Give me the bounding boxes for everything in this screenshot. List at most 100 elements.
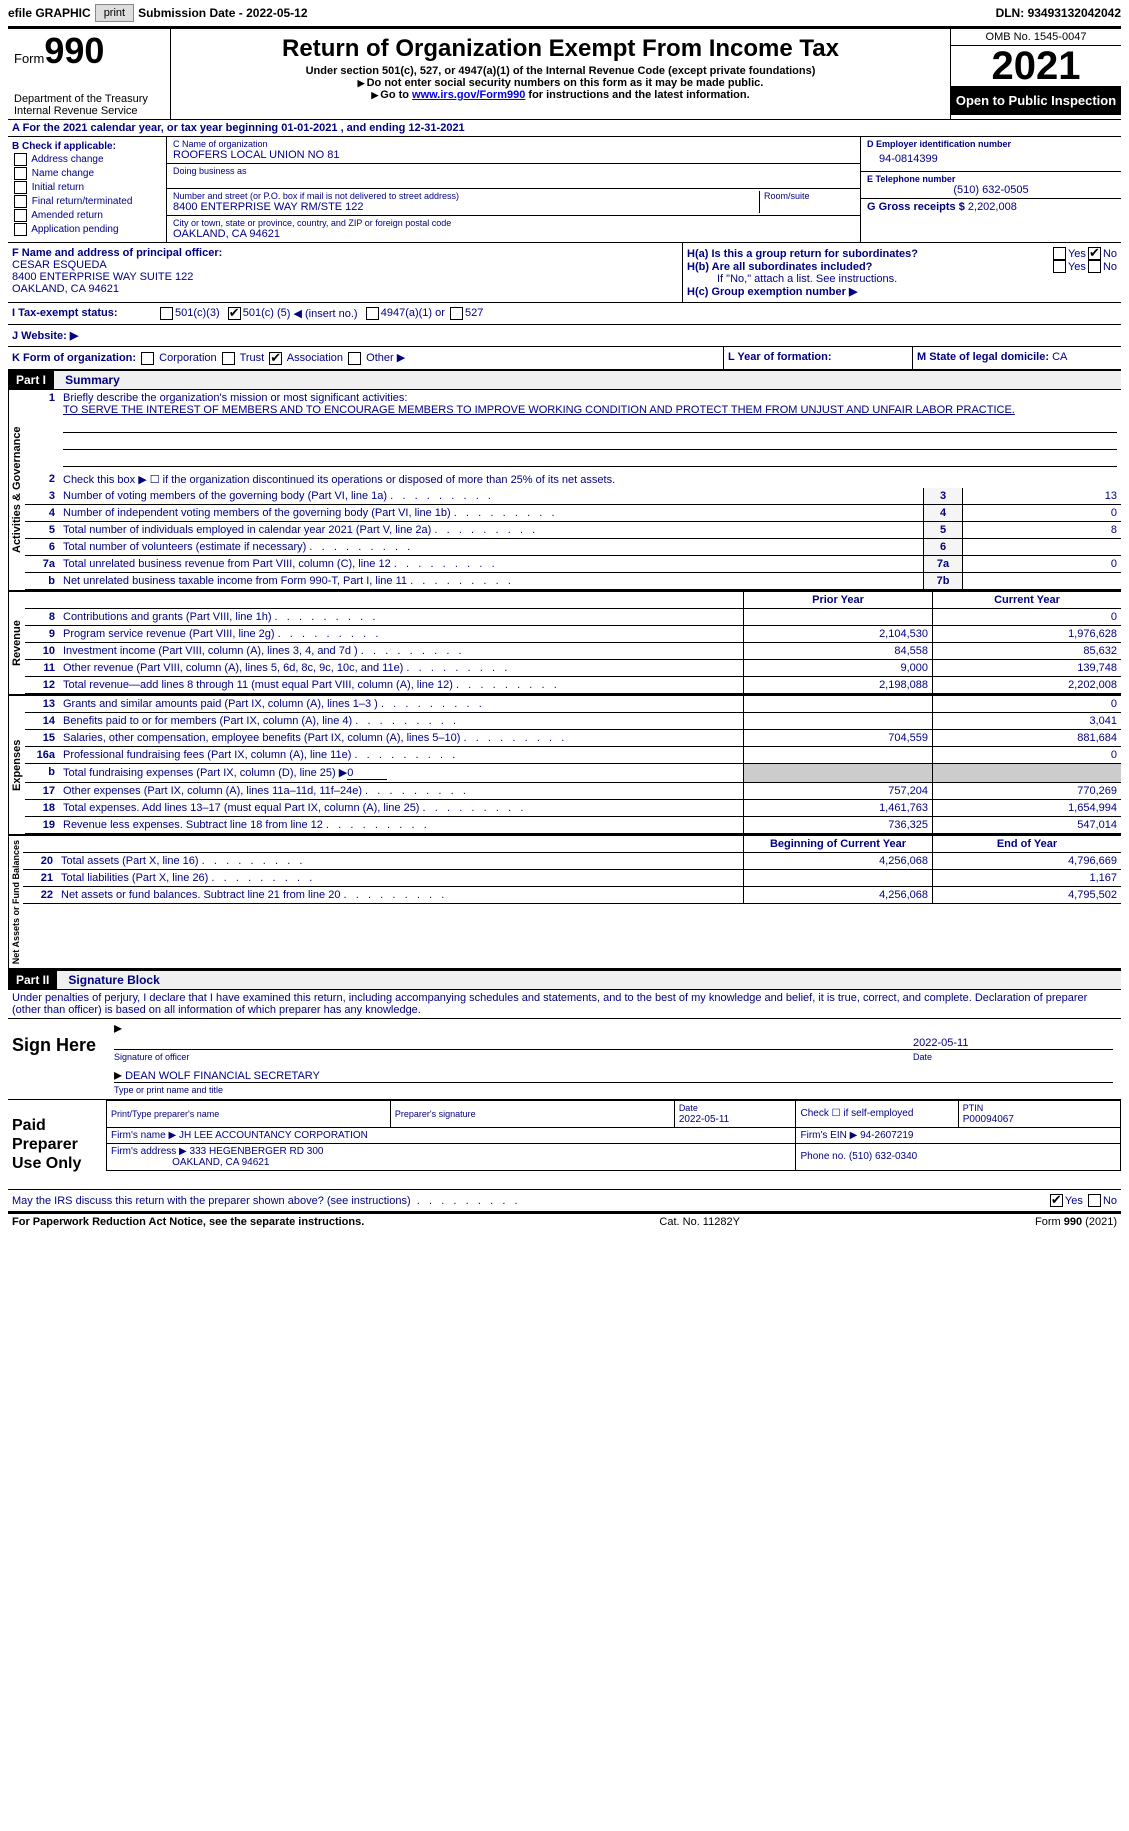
- irs-link[interactable]: www.irs.gov/Form990: [412, 89, 525, 101]
- table-row: bTotal fundraising expenses (Part IX, co…: [25, 763, 1121, 782]
- officer-label: F Name and address of principal officer:: [12, 247, 678, 259]
- hb-no: No: [1103, 261, 1117, 273]
- hb-note: If "No," attach a list. See instructions…: [687, 273, 1117, 285]
- discuss-yes: Yes: [1065, 1195, 1083, 1207]
- instruction-2-suffix: for instructions and the latest informat…: [525, 89, 749, 101]
- mission-text: TO SERVE THE INTEREST OF MEMBERS AND TO …: [63, 404, 1015, 416]
- prep-sig-label: Preparer's signature: [395, 1109, 670, 1119]
- end-date: 12-31-2021: [408, 122, 464, 134]
- section-i: I Tax-exempt status: 501(c)(3) 501(c) ( …: [8, 303, 1121, 325]
- tax-exempt-label: I Tax-exempt status:: [12, 307, 158, 320]
- paid-preparer-block: Paid Preparer Use Only Print/Type prepar…: [8, 1100, 1121, 1191]
- footer-mid: Cat. No. 11282Y: [659, 1216, 740, 1228]
- footer-form: 990: [1064, 1216, 1082, 1228]
- officer-typed-name: DEAN WOLF FINANCIAL SECRETARY: [125, 1070, 320, 1082]
- toolbar: efile GRAPHIC print Submission Date - 20…: [8, 0, 1121, 26]
- org-name-label: C Name of organization: [173, 139, 854, 149]
- table-row: 17Other expenses (Part IX, column (A), l…: [25, 782, 1121, 799]
- room-label: Room/suite: [764, 191, 854, 201]
- footer-right-suffix: (2021): [1082, 1216, 1117, 1228]
- check-initial-return[interactable]: Initial return: [12, 181, 162, 194]
- opt-association: Association: [287, 352, 343, 364]
- governance-section: Activities & Governance 1 Briefly descri…: [8, 390, 1121, 592]
- check-527[interactable]: [450, 307, 463, 320]
- table-row: 15Salaries, other compensation, employee…: [25, 729, 1121, 746]
- part1-header-row: Part I Summary: [8, 370, 1121, 390]
- city-label: City or town, state or province, country…: [173, 218, 854, 228]
- city-state-zip: OAKLAND, CA 94621: [173, 228, 854, 240]
- hb-no-checkbox[interactable]: [1088, 260, 1101, 273]
- part2-title: Signature Block: [60, 973, 159, 987]
- netassets-vert-label: Net Assets or Fund Balances: [8, 836, 23, 968]
- expenses-vert-label: Expenses: [8, 696, 25, 834]
- check-trust[interactable]: [222, 352, 235, 365]
- year-formation-label: L Year of formation:: [728, 351, 832, 363]
- prior-year-header: Prior Year: [744, 592, 933, 609]
- table-row: bNet unrelated business taxable income f…: [25, 572, 1121, 589]
- opt-501c3: 501(c)(3): [175, 307, 220, 320]
- prep-name-label: Print/Type preparer's name: [111, 1109, 386, 1119]
- firm-addr1: 333 HEGENBERGER RD 300: [190, 1146, 324, 1157]
- officer-addr2: OAKLAND, CA 94621: [12, 283, 678, 295]
- ha-no-checkbox[interactable]: [1088, 247, 1101, 260]
- hb-yes-checkbox[interactable]: [1053, 260, 1066, 273]
- check-address-change[interactable]: Address change: [12, 153, 162, 166]
- check-corporation[interactable]: [141, 352, 154, 365]
- sig-date: 2022-05-11: [913, 1037, 1113, 1049]
- check-association[interactable]: [269, 352, 282, 365]
- section-a-mid: , and ending: [341, 122, 409, 134]
- dln-prefix: DLN:: [996, 6, 1028, 20]
- hc-label: H(c) Group exemption number ▶: [687, 286, 857, 298]
- section-j: J Website: ▶: [8, 325, 1121, 347]
- discuss-yes-checkbox[interactable]: [1050, 1194, 1063, 1207]
- part2-header-row: Part II Signature Block: [8, 970, 1121, 990]
- form-header: Form990 Department of the Treasury Inter…: [8, 26, 1121, 120]
- sign-here-block: Sign Here Signature of officer 2022-05-1…: [8, 1019, 1121, 1100]
- form-prefix: Form: [14, 51, 44, 66]
- print-button[interactable]: print: [95, 4, 134, 22]
- submission-date-value: 2022-05-12: [246, 6, 307, 20]
- ptin-label: PTIN: [963, 1103, 984, 1113]
- table-row: 16aProfessional fundraising fees (Part I…: [25, 746, 1121, 763]
- dln-value: 93493132042042: [1028, 6, 1121, 20]
- form-subtitle: Under section 501(c), 527, or 4947(a)(1)…: [175, 65, 946, 77]
- website-label: J Website: ▶: [12, 330, 78, 342]
- hb-label: H(b) Are all subordinates included?: [687, 261, 872, 273]
- form-title: Return of Organization Exempt From Incom…: [175, 35, 946, 63]
- check-self-employed[interactable]: Check ☐ if self-employed: [800, 1108, 913, 1119]
- expenses-section: Expenses 13Grants and similar amounts pa…: [8, 696, 1121, 836]
- firm-addr2: OAKLAND, CA 94621: [172, 1157, 269, 1168]
- opt-501c-suffix: ) ◀ (insert no.): [287, 307, 358, 320]
- check-501c3[interactable]: [160, 307, 173, 320]
- part1-header: Part I: [8, 371, 54, 389]
- dept-treasury: Department of the Treasury: [14, 93, 164, 105]
- table-row: 13Grants and similar amounts paid (Part …: [25, 696, 1121, 713]
- table-row: 6Total number of volunteers (estimate if…: [25, 538, 1121, 555]
- discuss-no: No: [1103, 1195, 1117, 1207]
- check-application-pending[interactable]: Application pending: [12, 223, 162, 236]
- table-row: 11Other revenue (Part VIII, column (A), …: [25, 659, 1121, 676]
- check-amended-return[interactable]: Amended return: [12, 209, 162, 222]
- opt-trust: Trust: [240, 352, 265, 364]
- table-row: 12Total revenue—add lines 8 through 11 (…: [25, 676, 1121, 693]
- opt-501c-prefix: 501(c) (: [243, 307, 281, 320]
- paid-preparer-label: Paid Preparer Use Only: [8, 1100, 106, 1190]
- table-row: 10Investment income (Part VIII, column (…: [25, 642, 1121, 659]
- ein-value: 94-0814399: [867, 149, 1115, 169]
- check-name-change[interactable]: Name change: [12, 167, 162, 180]
- part1-title: Summary: [57, 373, 120, 387]
- prep-date-label: Date: [679, 1103, 698, 1113]
- discuss-no-checkbox[interactable]: [1088, 1194, 1101, 1207]
- check-501c[interactable]: [228, 307, 241, 320]
- check-final-return[interactable]: Final return/terminated: [12, 195, 162, 208]
- footer-left: For Paperwork Reduction Act Notice, see …: [12, 1216, 364, 1228]
- check-4947[interactable]: [366, 307, 379, 320]
- dept-irs: Internal Revenue Service: [14, 105, 164, 117]
- table-row: 7aTotal unrelated business revenue from …: [25, 555, 1121, 572]
- ha-label: H(a) Is this a group return for subordin…: [687, 248, 918, 260]
- ha-yes-checkbox[interactable]: [1053, 247, 1066, 260]
- section-a: A For the 2021 calendar year, or tax yea…: [8, 120, 1121, 137]
- discuss-row: May the IRS discuss this return with the…: [8, 1190, 1121, 1214]
- section-b: B Check if applicable: Address change Na…: [8, 137, 167, 242]
- check-other[interactable]: [348, 352, 361, 365]
